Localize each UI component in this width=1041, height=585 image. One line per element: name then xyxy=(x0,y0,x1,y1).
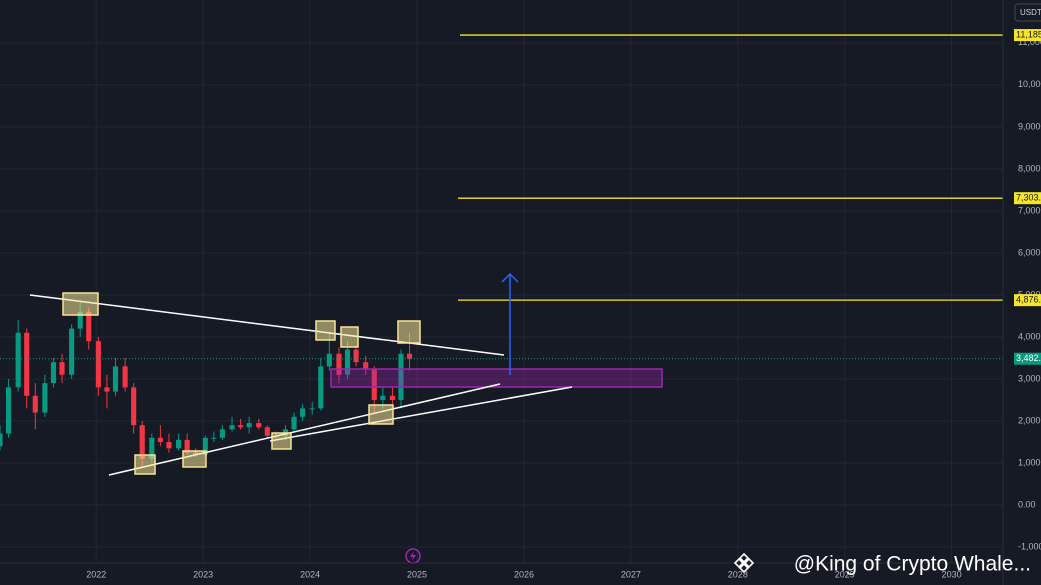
y-tick-label: 0.00 xyxy=(1018,499,1036,509)
candle-body xyxy=(344,349,351,375)
candles xyxy=(0,34,1003,468)
candle-body xyxy=(309,408,315,410)
trendline xyxy=(29,294,505,356)
level-label: 11,185 xyxy=(1016,29,1041,39)
candle-body xyxy=(211,437,217,439)
candle-body xyxy=(166,441,172,449)
trendline xyxy=(108,383,501,476)
candle-body xyxy=(149,437,155,459)
candle-body xyxy=(5,387,12,434)
candle-body xyxy=(256,423,262,428)
candle-body xyxy=(95,341,101,388)
candle-body xyxy=(122,366,128,388)
axis-labels: -1,0000.001,000.2,000.3,000.4,000.5,000.… xyxy=(86,29,1041,579)
y-tick-label: 11,000 xyxy=(1018,37,1041,47)
candle-body xyxy=(389,395,395,400)
candle-body xyxy=(300,408,306,417)
x-tick-label: 2030 xyxy=(942,569,962,579)
candle-body xyxy=(184,439,190,453)
candle-body xyxy=(406,353,413,359)
highlight-box xyxy=(368,404,394,425)
last-price-bg xyxy=(1014,352,1041,365)
watermark-logo xyxy=(733,552,755,574)
x-tick-label: 2029 xyxy=(835,569,855,579)
candle-body xyxy=(0,433,3,447)
candle-body xyxy=(32,395,38,413)
candle-body xyxy=(24,332,30,396)
highlight-box xyxy=(182,450,207,468)
candle-body xyxy=(157,437,163,442)
level-label-bg xyxy=(1014,294,1041,307)
x-tick-label: 2028 xyxy=(728,569,748,579)
trendline xyxy=(269,386,573,442)
x-tick-label: 2024 xyxy=(300,569,320,579)
candle-body xyxy=(202,437,208,455)
candle-body xyxy=(246,423,252,428)
candle-body xyxy=(336,353,342,375)
highlight-box xyxy=(271,432,292,450)
y-tick-label: 1,000. xyxy=(1018,457,1041,467)
highlight-box xyxy=(397,320,421,344)
candle-body xyxy=(380,395,386,400)
candle-body xyxy=(77,311,83,329)
x-tick-label: 2023 xyxy=(193,569,213,579)
y-tick-label: 2,000. xyxy=(1018,415,1041,425)
highlight-box xyxy=(315,320,336,341)
candle-body xyxy=(398,353,404,400)
candle-body xyxy=(291,416,297,430)
candle-body xyxy=(219,429,225,438)
candle-body xyxy=(42,383,48,413)
y-tick-label: 10,000. xyxy=(1018,79,1041,89)
candle-body xyxy=(69,328,75,375)
highlight-box xyxy=(134,454,156,475)
candle-body xyxy=(112,366,119,392)
level-label-bg xyxy=(1014,192,1041,205)
zone xyxy=(330,368,663,388)
candle-body xyxy=(86,311,92,342)
candle-body xyxy=(353,349,359,363)
highlight-box xyxy=(62,292,99,316)
candle-body xyxy=(131,387,137,426)
candle-body xyxy=(318,366,324,409)
level-label: 7,303. xyxy=(1016,193,1041,203)
drawings xyxy=(29,272,663,564)
y-tick-label: 8,000. xyxy=(1018,163,1041,173)
candle-body xyxy=(326,353,332,367)
x-tick-label: 2027 xyxy=(621,569,641,579)
y-tick-label: 9,000. xyxy=(1018,121,1041,131)
level-label: 4,876. xyxy=(1016,295,1041,305)
y-tick-label: -1,000 xyxy=(1018,541,1041,551)
price-axis xyxy=(1003,0,1041,585)
last-price-label: 3,482. xyxy=(1016,353,1041,363)
x-tick-label: 2022 xyxy=(86,569,106,579)
candle-body xyxy=(264,427,270,436)
currency-box[interactable] xyxy=(1014,3,1041,22)
level-label-bg xyxy=(1014,29,1041,42)
candle-body xyxy=(15,332,21,388)
watermark: @King of Crypto Whale... xyxy=(794,553,1031,576)
grid xyxy=(0,0,1003,563)
candle-body xyxy=(59,362,65,375)
y-tick-label: 4,000. xyxy=(1018,331,1041,341)
x-tick-label: 2025 xyxy=(407,569,427,579)
candle-body xyxy=(50,362,57,384)
candle-body xyxy=(371,368,377,400)
y-tick-label: 3,000. xyxy=(1018,373,1041,383)
event-icon-bolt xyxy=(410,551,416,561)
candle-body xyxy=(176,439,182,449)
candle-body xyxy=(139,425,145,459)
y-tick-label: 6,000. xyxy=(1018,247,1041,257)
candle-body xyxy=(229,425,235,430)
y-tick-label: 7,000. xyxy=(1018,205,1041,215)
currency: USDT xyxy=(1020,8,1041,17)
candle-body xyxy=(238,425,244,428)
candle-body xyxy=(104,387,110,392)
x-tick-label: 2026 xyxy=(514,569,534,579)
highlight-box xyxy=(340,326,359,348)
arrow-head xyxy=(501,272,519,283)
candle-body xyxy=(363,362,369,369)
